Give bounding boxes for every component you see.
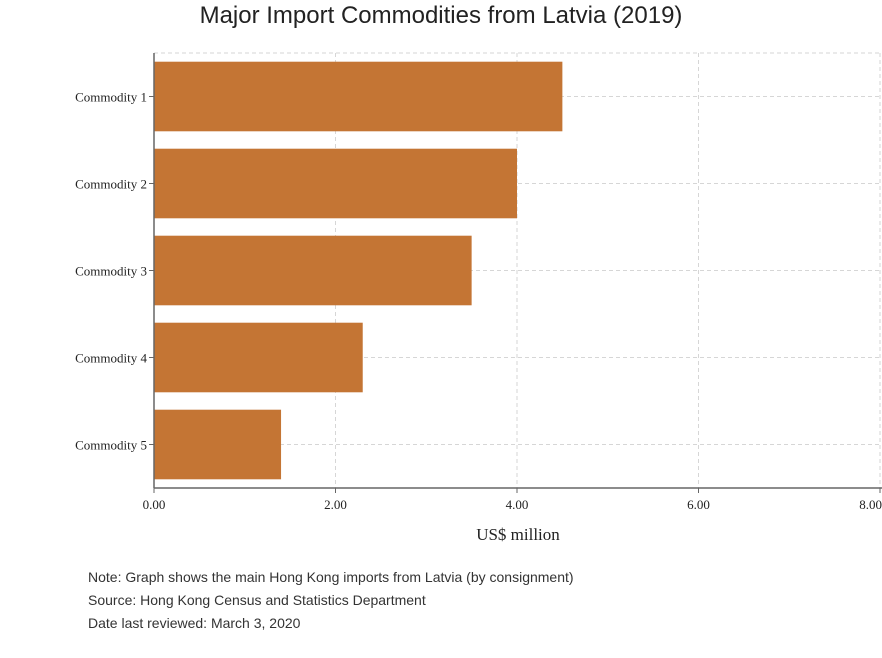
bar-2 — [154, 148, 517, 219]
bar-1 — [154, 61, 563, 132]
y-tick-label: Commodity 1 — [75, 90, 147, 105]
bar-chart: Commodity 1 Commodity 2 Commodity 3 Commodi… — [75, 52, 882, 544]
x-tick-label: 2.00 — [324, 497, 347, 512]
chart-title: Major Import Commodities from Latvia (20… — [199, 2, 683, 29]
y-tick-label: Commodity 4 — [75, 351, 147, 366]
bar-4 — [154, 322, 363, 393]
bar-5 — [154, 409, 282, 480]
date-reviewed-text: Date last reviewed: March 3, 2020 — [88, 615, 301, 631]
y-tick-label: Commodity 5 — [75, 438, 147, 453]
chart-notes: Note: Graph shows the main Hong Kong imp… — [88, 566, 574, 635]
source-text: Source: Hong Kong Census and Statistics … — [88, 592, 426, 608]
note-text: Note: Graph shows the main Hong Kong imp… — [88, 569, 574, 585]
x-tick-label: 8.00 — [859, 497, 882, 512]
x-axis-title: US$ million — [476, 525, 560, 544]
x-tick-label: 4.00 — [506, 497, 529, 512]
x-tick-label: 6.00 — [687, 497, 710, 512]
axes: Commodity 1 Commodity 2 Commodity 3 Commodi… — [75, 53, 882, 512]
bars — [154, 61, 563, 480]
y-tick-label: Commodity 3 — [75, 264, 147, 279]
bar-3 — [154, 235, 472, 306]
y-tick-label: Commodity 2 — [75, 177, 147, 192]
x-tick-label: 0.00 — [143, 497, 166, 512]
